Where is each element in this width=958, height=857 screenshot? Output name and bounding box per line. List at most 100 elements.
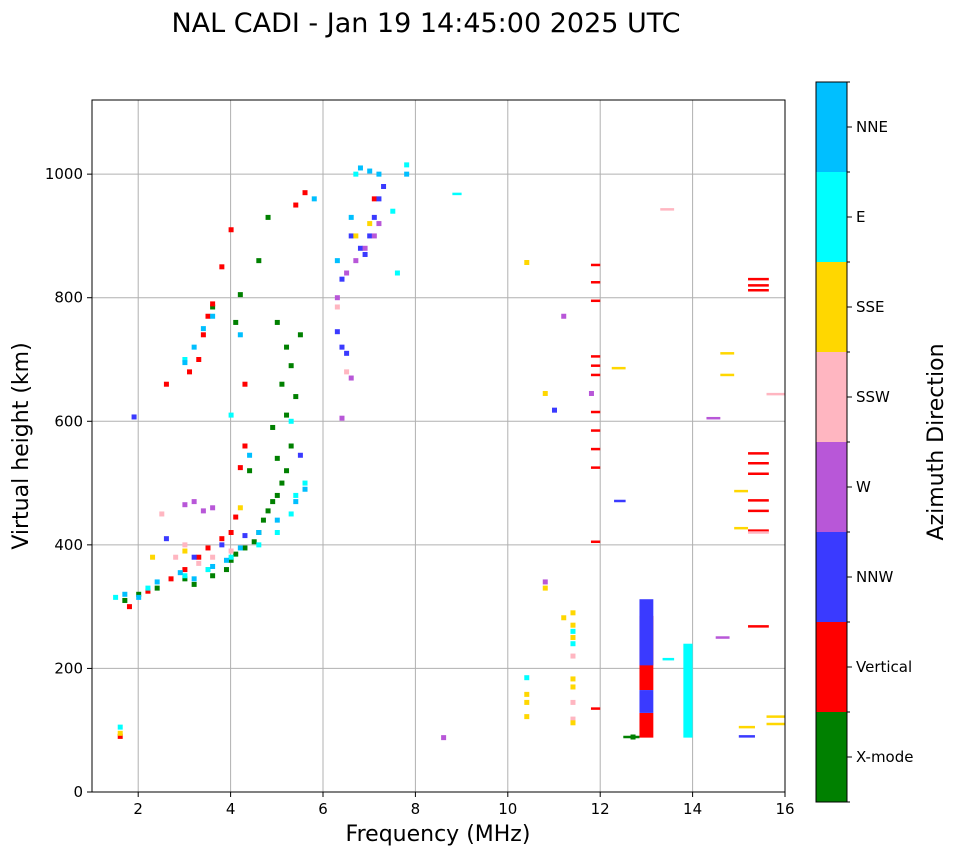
echo-point-nnw <box>242 533 248 539</box>
echo-point-e <box>145 585 151 591</box>
echo-point-x-mode <box>293 394 299 400</box>
echo-point-e <box>394 270 400 276</box>
echo-point-nnw <box>376 196 382 202</box>
echo-point-sse <box>570 684 576 690</box>
echo-point-vertical <box>302 190 308 196</box>
echo-point-nne <box>223 557 229 563</box>
echo-point-ssw <box>196 560 202 566</box>
echo-point-x-mode <box>274 455 280 461</box>
echo-point-vertical <box>293 202 299 208</box>
echo-point-e <box>288 418 294 424</box>
echo-point-sse <box>570 635 576 641</box>
echo-point-nne <box>177 570 183 576</box>
echo-point-vertical <box>196 554 202 560</box>
x-tick-label: 10 <box>498 800 517 818</box>
echo-point-x-mode <box>256 258 262 264</box>
colorbar-swatch <box>816 352 847 442</box>
x-tick-label: 8 <box>411 800 421 818</box>
echo-point-e <box>570 628 576 634</box>
echo-point-e <box>302 480 308 486</box>
echo-point-x-mode <box>210 304 216 310</box>
echo-point-nne <box>334 258 340 264</box>
echo-point-nne <box>237 332 243 338</box>
echo-point-ssw <box>570 699 576 705</box>
echo-point-e <box>570 641 576 647</box>
echo-point-nnw <box>191 554 197 560</box>
echo-point-nnw <box>131 414 137 420</box>
echo-point-vertical <box>228 227 234 233</box>
x-tick-label: 16 <box>775 800 794 818</box>
colorbar-swatch <box>816 532 847 622</box>
echo-point-x-mode <box>223 567 229 573</box>
y-tick-label: 200 <box>54 659 83 677</box>
echo-point-vertical <box>205 313 211 319</box>
echo-point-ssw <box>570 653 576 659</box>
echo-point-vertical <box>242 381 248 387</box>
echo-point-sse <box>570 622 576 628</box>
echo-point-x-mode <box>247 468 253 474</box>
echo-point-nnw <box>348 233 354 239</box>
x-tick-label: 14 <box>683 800 702 818</box>
echo-point-nne <box>237 545 243 551</box>
echo-point-w <box>200 508 206 514</box>
plot-area <box>113 162 785 741</box>
echo-point-nne <box>302 486 308 492</box>
echo-point-sse <box>561 615 567 621</box>
colorbar-label: NNE <box>856 118 888 136</box>
echo-point-vertical <box>233 514 239 520</box>
echo-point-x-mode <box>154 585 160 591</box>
echo-point-nne <box>182 360 188 366</box>
colorbar-label: X-mode <box>856 748 913 766</box>
x-tick-label: 6 <box>318 800 328 818</box>
echo-point-nne <box>191 344 197 350</box>
echo-bar-e <box>683 643 693 738</box>
echo-point-ssw <box>159 511 165 517</box>
echo-point-x-mode <box>284 468 290 474</box>
echo-point-nne <box>210 313 216 319</box>
echo-point-e <box>274 530 280 535</box>
echo-point-w <box>182 502 188 508</box>
echo-point-x-mode <box>228 557 234 563</box>
echo-point-e <box>117 724 123 730</box>
colorbar-label: W <box>856 478 871 496</box>
echo-point-vertical <box>163 381 169 387</box>
echo-point-nne <box>191 576 197 582</box>
echo-point-nne <box>210 563 216 569</box>
colorbar-label: SSE <box>856 298 885 316</box>
echo-point-x-mode <box>251 539 257 545</box>
echo-point-x-mode <box>270 424 276 430</box>
echo-point-nne <box>200 326 206 332</box>
echo-point-x-mode <box>279 381 285 387</box>
echo-point-vertical <box>237 465 243 471</box>
echo-point-sse <box>524 259 530 265</box>
echo-point-vertical <box>117 733 123 739</box>
colorbar-label: NNW <box>856 568 893 586</box>
echo-point-vertical <box>228 530 234 535</box>
echo-point-x-mode <box>260 517 266 523</box>
colorbar-label: SSW <box>856 388 890 406</box>
echo-point-e <box>182 573 188 579</box>
echo-point-e <box>205 567 211 573</box>
echo-point-sse <box>542 390 548 396</box>
colorbar-swatch <box>816 262 847 352</box>
echo-point-nne <box>367 168 373 174</box>
echo-point-sse <box>182 548 188 554</box>
echo-point-w <box>542 579 548 585</box>
echo-point-w <box>334 295 340 301</box>
echo-point-vertical <box>200 332 206 338</box>
echo-point-x-mode <box>288 443 294 449</box>
echo-point-nnw <box>357 245 363 251</box>
echo-point-ssw <box>182 542 188 548</box>
echo-point-e <box>228 554 234 560</box>
y-axis-ticks: 0 200 400 600 800 1000 <box>45 165 92 801</box>
echo-point-x-mode <box>274 492 280 498</box>
colorbar-swatch <box>816 82 847 172</box>
echo-point-nne <box>154 579 160 585</box>
x-axis-ticks: 2 4 6 8 10 12 14 16 <box>133 792 795 818</box>
echo-point-w <box>362 245 368 251</box>
colorbar: X-mode Vertical NNW W SSW SSE E NNE <box>815 81 913 803</box>
colorbar-swatch <box>816 712 847 802</box>
echo-point-sse <box>570 610 576 616</box>
echo-bar-vertical <box>639 712 654 738</box>
echo-point-nne <box>136 594 142 600</box>
